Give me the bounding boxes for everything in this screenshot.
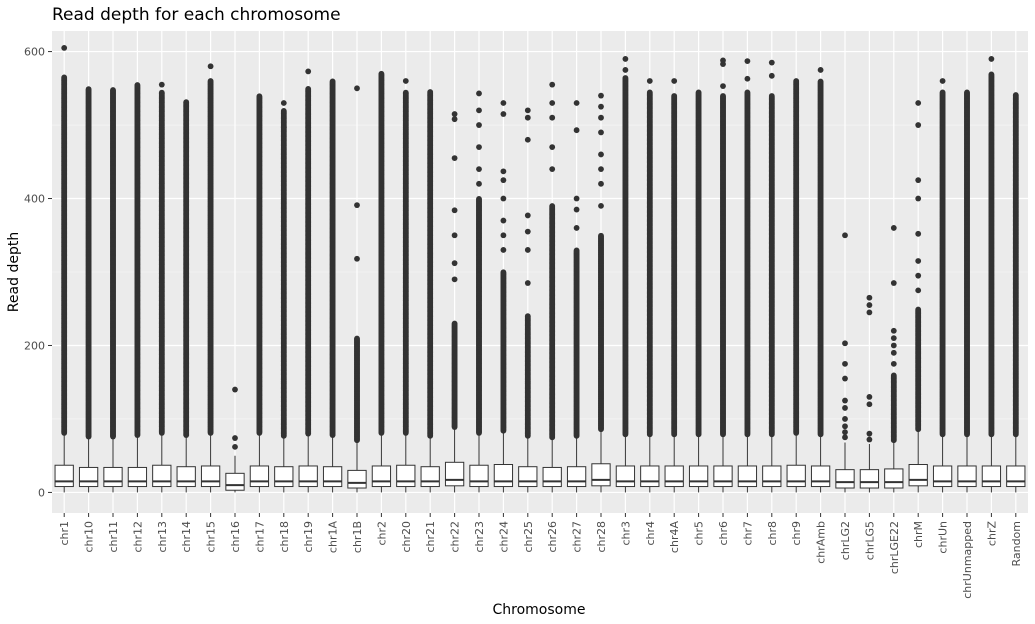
outlier-point bbox=[305, 68, 312, 75]
y-axis: 0 200 400 600 bbox=[24, 46, 52, 499]
box-body bbox=[249, 465, 270, 488]
outlier-point bbox=[354, 202, 360, 209]
outlier-point bbox=[207, 63, 214, 70]
outlier-point bbox=[280, 100, 287, 106]
outlier-point bbox=[158, 81, 165, 88]
y-tick-label: 600 bbox=[24, 46, 45, 59]
outlier-point bbox=[158, 89, 165, 96]
box-series bbox=[54, 44, 1026, 493]
outlier-point bbox=[232, 443, 238, 450]
box-body bbox=[200, 465, 221, 488]
y-tick-label: 200 bbox=[24, 339, 45, 352]
outlier-point bbox=[232, 435, 238, 441]
outlier-point bbox=[305, 86, 312, 92]
outlier-point bbox=[61, 74, 68, 81]
outlier-point bbox=[134, 82, 141, 88]
box-body bbox=[78, 466, 99, 488]
outlier-point bbox=[110, 87, 116, 93]
box-body bbox=[347, 469, 367, 489]
box-chr1 bbox=[54, 44, 74, 493]
box-body bbox=[54, 464, 74, 488]
outlier-point bbox=[256, 93, 263, 100]
outlier-point bbox=[329, 78, 336, 85]
box-body bbox=[371, 465, 392, 488]
chart-title: Read depth for each chromosome bbox=[52, 5, 341, 25]
box-body bbox=[274, 466, 294, 488]
y-tick-label: 400 bbox=[24, 193, 45, 206]
box-body bbox=[322, 466, 343, 488]
box-body bbox=[176, 466, 196, 488]
outlier-point bbox=[280, 108, 287, 114]
outlier-point bbox=[354, 85, 360, 92]
outlier-point bbox=[378, 70, 385, 77]
box-body bbox=[127, 466, 148, 488]
outlier-point bbox=[61, 44, 68, 51]
box-body bbox=[103, 466, 123, 488]
outlier-point bbox=[183, 99, 190, 106]
outlier-point bbox=[280, 124, 287, 131]
box-chr10 bbox=[78, 86, 99, 493]
outlier-point bbox=[232, 386, 238, 393]
box-chr12 bbox=[127, 82, 148, 493]
box-body bbox=[152, 464, 172, 488]
box-body bbox=[298, 465, 318, 488]
outlier-point bbox=[207, 78, 214, 84]
y-tick-label: 0 bbox=[38, 486, 45, 499]
box-chr11 bbox=[103, 87, 123, 493]
outlier-point bbox=[354, 335, 360, 342]
box-body bbox=[225, 472, 245, 491]
outlier-point bbox=[85, 86, 92, 93]
outlier-point bbox=[354, 255, 360, 262]
